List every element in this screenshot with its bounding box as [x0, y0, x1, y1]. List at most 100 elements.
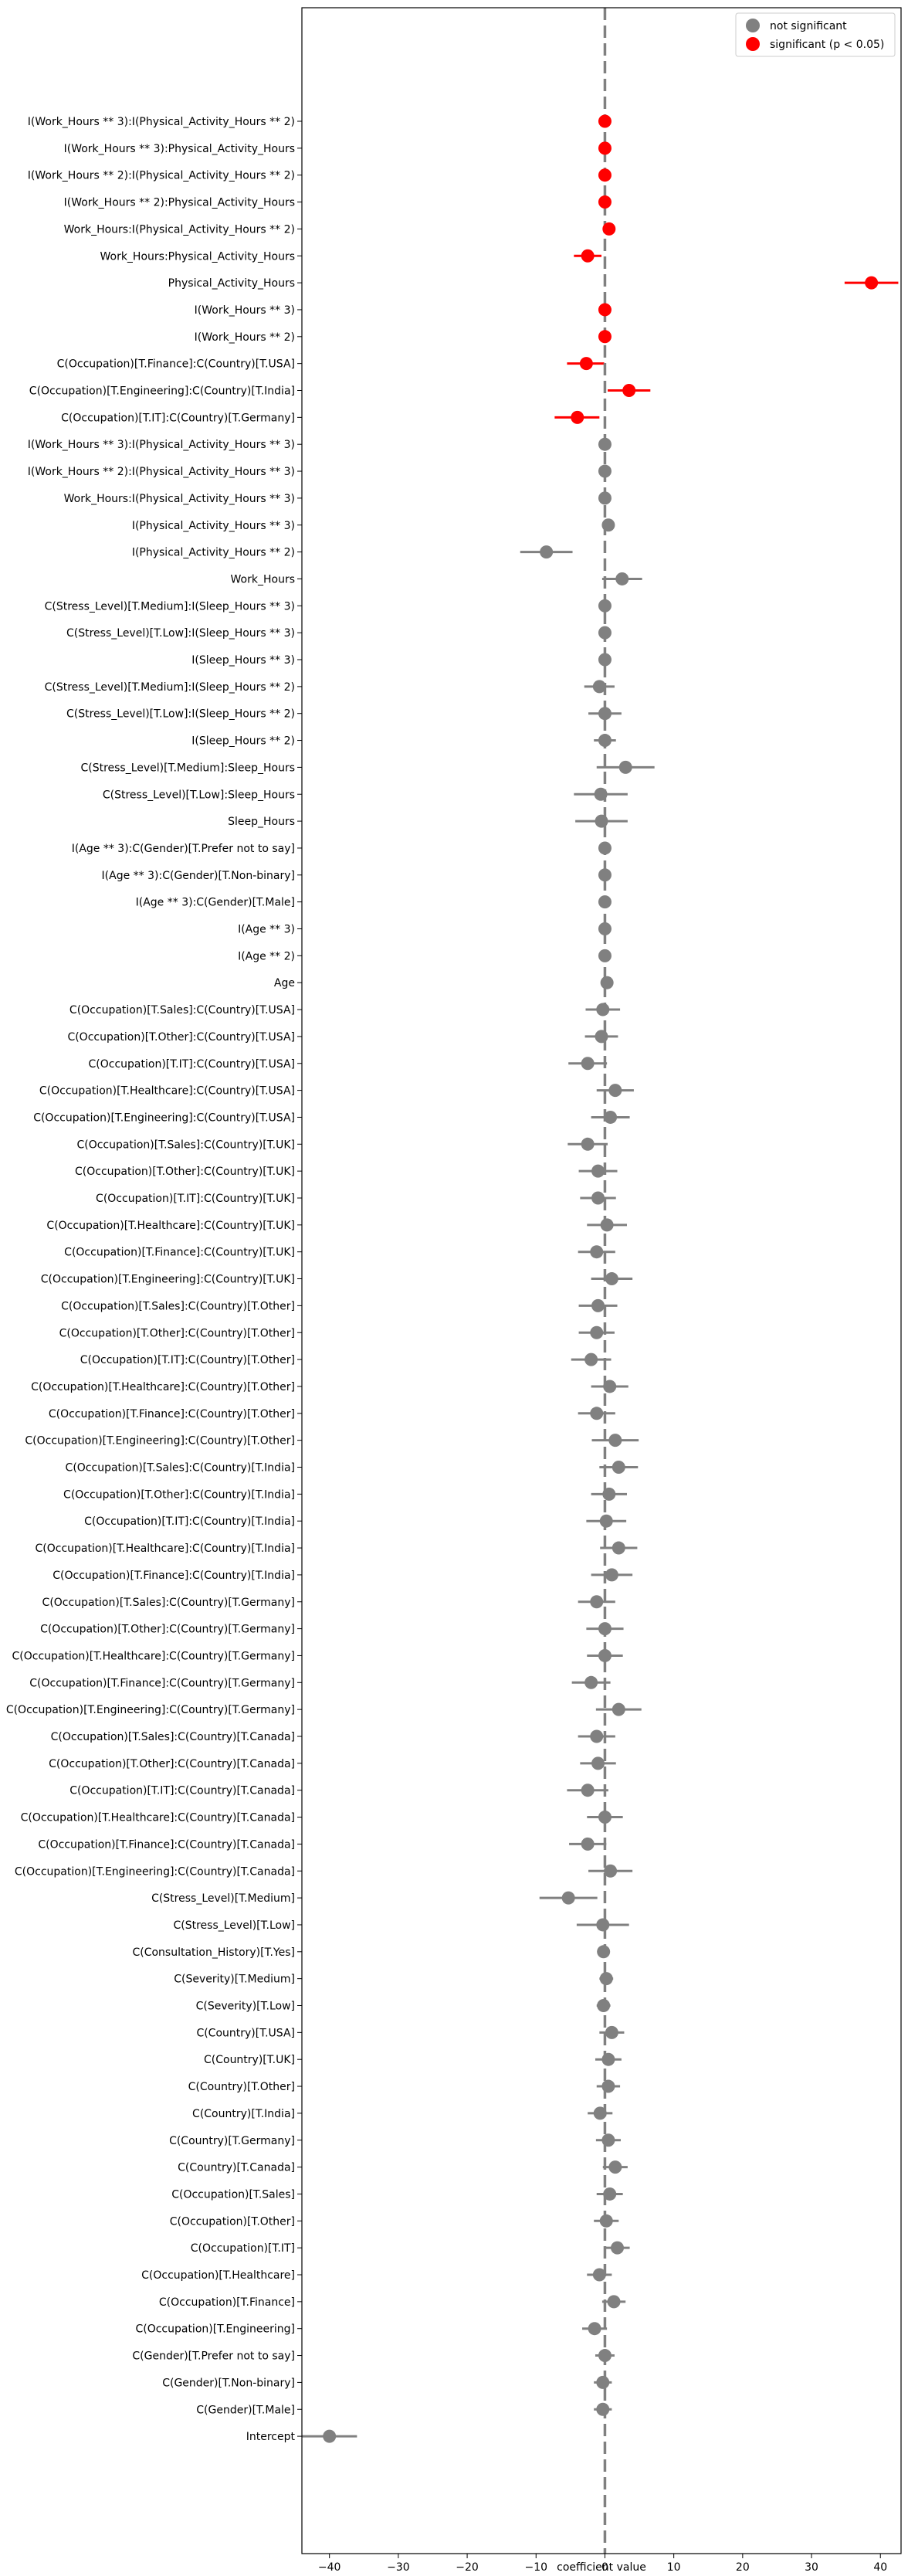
y-tick-label: C(Occupation)[T.Sales]:C(Country)[T.Indi… [66, 1462, 295, 1475]
coefficient-point [608, 1434, 622, 1448]
x-tick-label: 20 [736, 2561, 750, 2574]
y-axis-ticks: I(Work_Hours ** 3):I(Physical_Activity_H… [6, 116, 302, 2443]
coefficient-point [608, 2160, 622, 2174]
y-tick-label: C(Occupation)[T.Healthcare]:C(Country)[T… [21, 1812, 295, 1824]
x-tick-label: 0 [601, 2561, 608, 2574]
y-tick-label: C(Occupation)[T.Healthcare]:C(Country)[T… [46, 1220, 295, 1232]
coefficient-point [612, 1461, 625, 1474]
y-tick-label: Work_Hours:Physical_Activity_Hours [100, 250, 295, 263]
y-tick-label: C(Occupation)[T.IT] [191, 2242, 295, 2255]
legend-label-not-significant: not significant [770, 20, 847, 32]
coefficient-point [590, 1245, 604, 1259]
coefficient-point [591, 1298, 605, 1312]
y-tick-label: C(Occupation)[T.Engineering]:C(Country)[… [41, 1274, 295, 1286]
coefficient-point [598, 734, 612, 748]
coefficient-point [602, 1487, 616, 1501]
y-tick-label: C(Occupation)[T.Finance]:C(Country)[T.Ge… [29, 1677, 295, 1689]
coefficient-point [323, 2429, 337, 2443]
y-tick-label: C(Country)[T.UK] [204, 2054, 295, 2066]
y-tick-label: C(Occupation)[T.Sales]:C(Country)[T.Cana… [51, 1731, 295, 1743]
coefficient-point [591, 1191, 605, 1205]
coefficient-point [622, 384, 636, 397]
coefficient-point [599, 1972, 613, 1986]
y-tick-label: Work_Hours:I(Physical_Activity_Hours ** … [64, 493, 295, 505]
y-tick-label: I(Physical_Activity_Hours ** 2) [132, 547, 295, 559]
y-tick-label: C(Occupation)[T.IT]:C(Country)[T.Other] [80, 1354, 295, 1366]
coefficient-point [598, 141, 612, 155]
y-tick-label: Age [274, 977, 295, 989]
coefficient-point [590, 1407, 604, 1420]
y-tick-label: C(Occupation)[T.Other]:C(Country)[T.Cana… [49, 1758, 295, 1770]
legend-marker-not-significant [746, 19, 760, 32]
y-tick-label: C(Occupation)[T.IT]:C(Country)[T.Germany… [61, 412, 295, 424]
y-tick-label: C(Gender)[T.Male] [196, 2404, 295, 2416]
coefficient-point [604, 1864, 618, 1878]
coefficient-point [584, 1675, 598, 1689]
coefficient-point [598, 868, 612, 882]
coefficient-point [612, 1541, 625, 1555]
coefficient-point [598, 114, 612, 128]
coefficient-point [601, 2133, 615, 2147]
coefficient-point [590, 1595, 604, 1609]
coefficient-point [612, 1702, 625, 1716]
coefficient-point [579, 357, 593, 371]
coefficient-point [598, 1622, 612, 1636]
y-tick-label: C(Occupation)[T.Sales]:C(Country)[T.UK] [76, 1139, 295, 1151]
y-tick-label: I(Age ** 3):C(Gender)[T.Male] [136, 897, 295, 909]
coefficient-point [605, 1568, 618, 1582]
y-tick-label: C(Occupation)[T.IT]:C(Country)[T.USA] [89, 1058, 295, 1071]
coefficient-point [598, 303, 612, 317]
coefficient-point [603, 1380, 617, 1393]
coefficient-point [865, 276, 879, 290]
coefficient-point [584, 1352, 598, 1366]
coefficient-point [604, 1110, 618, 1124]
coefficient-point [601, 518, 615, 532]
y-tick-label: C(Occupation)[T.IT]:C(Country)[T.India] [84, 1515, 295, 1528]
x-tick-label: 40 [873, 2561, 887, 2574]
coefficient-point [611, 2241, 625, 2255]
coefficient-point [588, 2322, 601, 2336]
coefficient-point [592, 2268, 606, 2282]
coefficient-point [598, 922, 612, 935]
y-tick-label: I(Physical_Activity_Hours ** 3) [132, 520, 295, 532]
coefficient-point [608, 1084, 622, 1098]
y-tick-label: C(Country)[T.USA] [196, 2027, 295, 2039]
y-tick-label: C(Occupation)[T.Sales]:C(Country)[T.Othe… [61, 1300, 295, 1312]
y-tick-label: C(Severity)[T.Low] [196, 2001, 295, 2013]
y-tick-label: C(Stress_Level)[T.Medium] [151, 1892, 295, 1905]
y-tick-label: I(Age ** 2) [238, 950, 295, 962]
y-tick-label: I(Sleep_Hours ** 3) [191, 654, 295, 667]
coefficient-point [599, 2214, 613, 2228]
y-tick-label: C(Stress_Level)[T.Low]:I(Sleep_Hours ** … [66, 708, 295, 721]
coefficient-point [598, 168, 612, 182]
y-tick-label: C(Occupation)[T.Engineering]:C(Country)[… [33, 1112, 295, 1124]
coefficient-point [598, 626, 612, 640]
coefficient-point [603, 2187, 617, 2201]
coefficient-point [594, 787, 608, 801]
legend-label-significant: significant (p < 0.05) [770, 39, 884, 51]
y-tick-label: C(Occupation)[T.Finance]:C(Country)[T.In… [53, 1570, 295, 1582]
coefficient-point [581, 1137, 595, 1151]
y-tick-label: C(Stress_Level)[T.Medium]:Sleep_Hours [80, 762, 295, 774]
y-tick-label: I(Work_Hours ** 3) [195, 304, 295, 317]
y-tick-label: Intercept [246, 2431, 296, 2443]
coefficient-point [596, 1918, 610, 1932]
y-tick-label: C(Stress_Level)[T.Low] [173, 1919, 295, 1932]
y-tick-label: C(Occupation)[T.Engineering] [135, 2323, 295, 2336]
y-tick-label: C(Occupation)[T.Finance]:C(Country)[T.UK… [64, 1247, 295, 1259]
coefficient-point [598, 464, 612, 478]
coefficient-point [602, 222, 616, 236]
y-tick-label: C(Stress_Level)[T.Low]:I(Sleep_Hours ** … [66, 627, 295, 640]
y-tick-label: C(Occupation)[T.Other]:C(Country)[T.Othe… [59, 1327, 295, 1339]
y-tick-label: I(Work_Hours ** 3):Physical_Activity_Hou… [64, 143, 295, 155]
y-tick-label: C(Country)[T.Germany] [169, 2135, 295, 2147]
y-tick-label: C(Occupation)[T.Finance]:C(Country)[T.Ca… [38, 1838, 295, 1851]
y-tick-label: C(Gender)[T.Prefer not to say] [132, 2350, 295, 2363]
coefficient-point [598, 895, 612, 909]
coefficient-point [598, 707, 612, 721]
coefficient-point [571, 410, 584, 424]
y-tick-label: C(Occupation)[T.IT]:C(Country)[T.UK] [96, 1193, 295, 1205]
y-tick-label: C(Gender)[T.Non-binary] [162, 2377, 295, 2389]
y-tick-label: Work_Hours [231, 573, 295, 585]
